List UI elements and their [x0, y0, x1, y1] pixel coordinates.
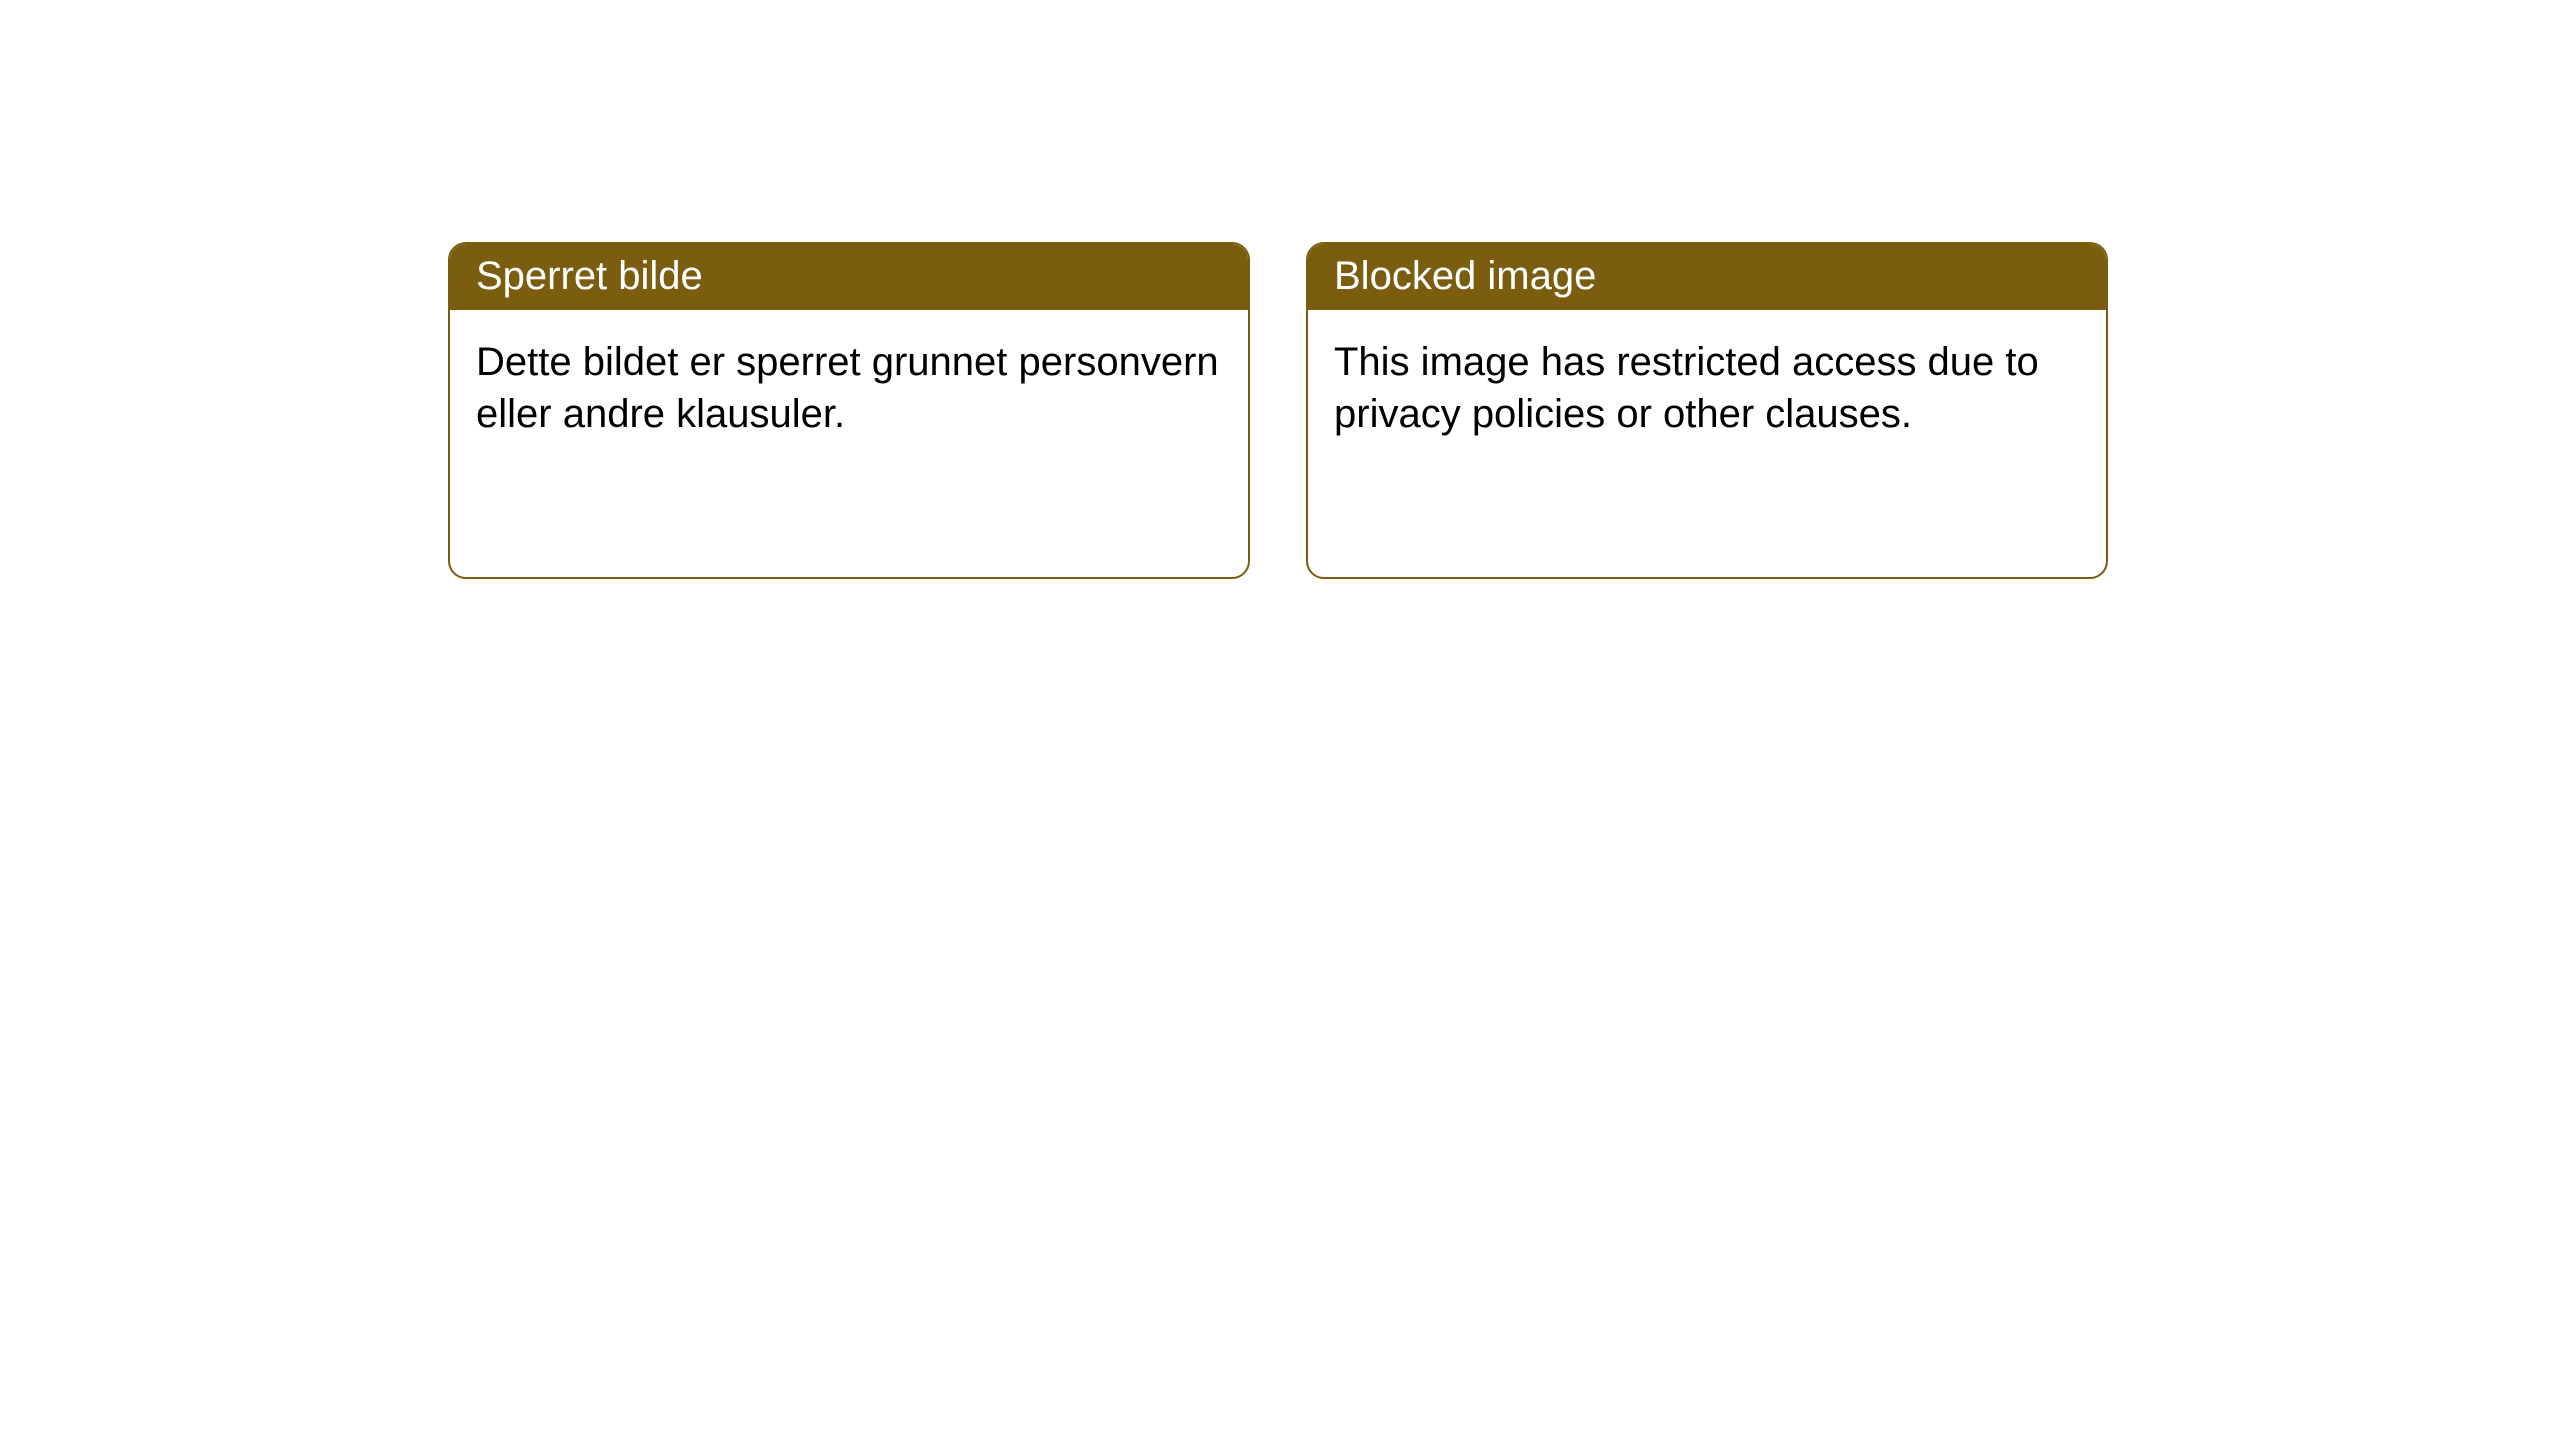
notice-message: This image has restricted access due to … — [1308, 310, 2106, 440]
blocked-image-notice-no: Sperret bilde Dette bildet er sperret gr… — [448, 242, 1250, 579]
notice-cards-container: Sperret bilde Dette bildet er sperret gr… — [0, 0, 2560, 579]
blocked-image-notice-en: Blocked image This image has restricted … — [1306, 242, 2108, 579]
notice-message: Dette bildet er sperret grunnet personve… — [450, 310, 1248, 440]
notice-title: Sperret bilde — [450, 244, 1248, 310]
notice-title: Blocked image — [1308, 244, 2106, 310]
